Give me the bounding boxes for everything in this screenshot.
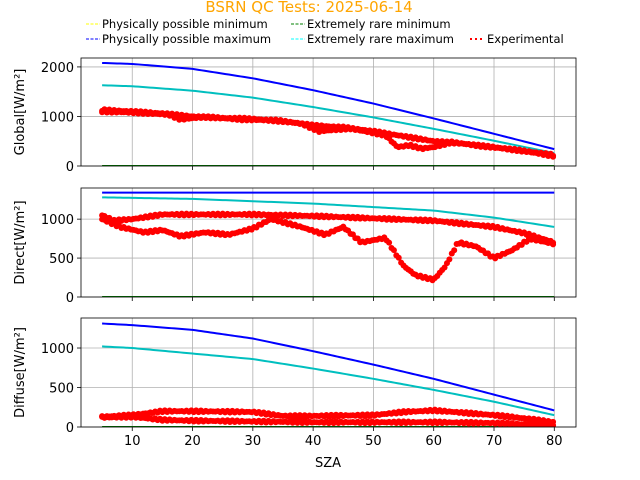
data-layer (99, 191, 557, 297)
y-tick-label: 1000 (41, 213, 74, 228)
phys-max-line (102, 61, 555, 151)
x-tick-label: 40 (305, 434, 322, 449)
x-tick-label: 50 (365, 434, 382, 449)
y-tick-label: 2000 (41, 61, 74, 76)
data-layer (99, 61, 557, 166)
experimental-point (446, 256, 453, 263)
experimental-point (386, 239, 393, 246)
y-axis-label: Global[W/m²] (13, 69, 28, 156)
phys-max-line (102, 322, 555, 412)
x-axis-label: SZA (315, 456, 341, 471)
legend-label-rare-min: Extremely rare minimum (307, 17, 451, 31)
y-tick-label: 500 (49, 252, 74, 267)
chart-title: BSRN QC Tests: 2025-06-14 (205, 0, 412, 16)
panel-1: 0 500 1000 Direct[W/m²] (13, 187, 577, 306)
experimental-point (395, 254, 402, 261)
y-tick-label: 0 (66, 291, 74, 306)
y-axis-label: Diffuse[W/m²] (13, 327, 28, 418)
y-tick-label: 1000 (41, 342, 74, 357)
panel-0: 0 1000 2000 Global[W/m²] (13, 57, 577, 175)
legend-label-experimental: Experimental (487, 32, 564, 46)
x-tick-label: 30 (245, 434, 262, 449)
axes-frame (80, 317, 577, 428)
experimental-point (550, 152, 557, 159)
y-tick-label: 0 (66, 160, 74, 175)
rare-max-line (102, 196, 555, 228)
x-tick-label: 60 (425, 434, 442, 449)
experimental-point (451, 247, 458, 254)
y-axis-label: Direct[W/m²] (13, 200, 28, 284)
rare-max-line (102, 84, 555, 155)
legend-label-phys-max: Physically possible maximum (102, 32, 271, 46)
x-tick-label: 80 (546, 434, 563, 449)
legend: Physically possible minimum Extremely ra… (86, 17, 564, 46)
rare-max-line (102, 345, 555, 417)
data-layer (99, 322, 557, 427)
x-tick-label: 10 (124, 434, 141, 449)
x-tick-label: 20 (184, 434, 201, 449)
experimental-point (550, 241, 557, 248)
x-tick-label: 70 (486, 434, 503, 449)
axes-frame (80, 187, 577, 298)
panel-2: 10 20 30 40 50 60 70 80 0 500 1000 Diffuse[W/m²] (13, 317, 577, 449)
y-tick-label: 1000 (41, 110, 74, 125)
legend-label-phys-min: Physically possible minimum (102, 17, 268, 31)
y-tick-label: 500 (49, 382, 74, 397)
legend-label-rare-max: Extremely rare maximum (307, 32, 454, 46)
axes-frame (80, 57, 577, 167)
experimental-point (550, 422, 557, 427)
experimental-point (390, 247, 397, 254)
y-tick-label: 0 (66, 421, 74, 436)
